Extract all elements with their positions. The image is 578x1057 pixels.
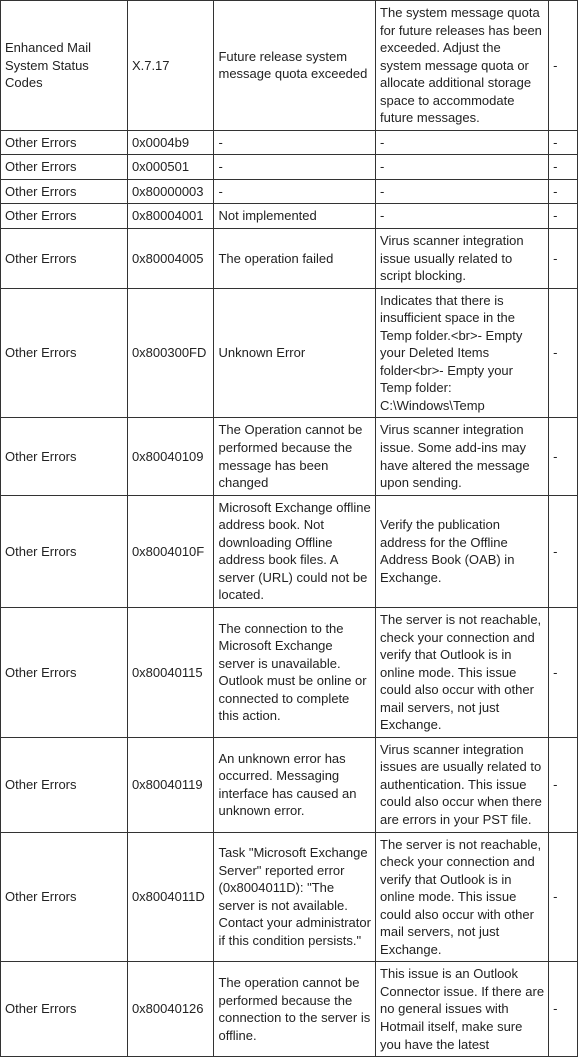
cell-category: Other Errors (1, 130, 128, 155)
cell-code: 0x0004b9 (127, 130, 214, 155)
cell-message: The connection to the Microsoft Exchange… (214, 607, 376, 737)
cell-extra: - (549, 1, 578, 131)
cell-description: Virus scanner integration issues are usu… (376, 737, 549, 832)
cell-code: X.7.17 (127, 1, 214, 131)
cell-category: Other Errors (1, 155, 128, 180)
cell-extra: - (549, 288, 578, 418)
cell-description: - (376, 155, 549, 180)
cell-description: The server is not reachable, check your … (376, 832, 549, 962)
cell-message: An unknown error has occurred. Messaging… (214, 737, 376, 832)
table-row: Other Errors 0x80040119 An unknown error… (1, 737, 578, 832)
cell-message: The Operation cannot be performed becaus… (214, 418, 376, 495)
cell-message: Unknown Error (214, 288, 376, 418)
cell-extra: - (549, 962, 578, 1057)
table-row: Other Errors 0x800300FD Unknown Error In… (1, 288, 578, 418)
table-row: Other Errors 0x80040115 The connection t… (1, 607, 578, 737)
cell-category: Other Errors (1, 495, 128, 607)
cell-code: 0x80000003 (127, 179, 214, 204)
table-row: Enhanced Mail System Status Codes X.7.17… (1, 1, 578, 131)
cell-extra: - (549, 607, 578, 737)
cell-description: The server is not reachable, check your … (376, 607, 549, 737)
cell-extra: - (549, 832, 578, 962)
cell-category: Other Errors (1, 288, 128, 418)
cell-message: Not implemented (214, 204, 376, 229)
cell-description: Virus scanner integration issue usually … (376, 229, 549, 289)
cell-extra: - (549, 204, 578, 229)
table-row: Other Errors 0x8004010F Microsoft Exchan… (1, 495, 578, 607)
cell-message: Microsoft Exchange offline address book.… (214, 495, 376, 607)
error-codes-table: Enhanced Mail System Status Codes X.7.17… (0, 0, 578, 1057)
table-row: Other Errors 0x8004011D Task "Microsoft … (1, 832, 578, 962)
cell-description: - (376, 204, 549, 229)
cell-code: 0x80004001 (127, 204, 214, 229)
cell-category: Other Errors (1, 607, 128, 737)
cell-code: 0x8004010F (127, 495, 214, 607)
cell-extra: - (549, 229, 578, 289)
cell-extra: - (549, 179, 578, 204)
cell-extra: - (549, 418, 578, 495)
cell-code: 0x000501 (127, 155, 214, 180)
cell-category: Other Errors (1, 229, 128, 289)
table-body: Enhanced Mail System Status Codes X.7.17… (1, 1, 578, 1057)
cell-category: Other Errors (1, 832, 128, 962)
cell-category: Other Errors (1, 204, 128, 229)
table-row: Other Errors 0x0004b9 - - - (1, 130, 578, 155)
cell-code: 0x800300FD (127, 288, 214, 418)
cell-extra: - (549, 495, 578, 607)
cell-category: Other Errors (1, 418, 128, 495)
cell-description: The system message quota for future rele… (376, 1, 549, 131)
cell-message: - (214, 179, 376, 204)
cell-description: Verify the publication address for the O… (376, 495, 549, 607)
cell-description: This issue is an Outlook Connector issue… (376, 962, 549, 1057)
cell-message: Task "Microsoft Exchange Server" reporte… (214, 832, 376, 962)
cell-category: Other Errors (1, 962, 128, 1057)
table-row: Other Errors 0x80040126 The operation ca… (1, 962, 578, 1057)
cell-message: The operation failed (214, 229, 376, 289)
cell-category: Enhanced Mail System Status Codes (1, 1, 128, 131)
cell-description: Virus scanner integration issue. Some ad… (376, 418, 549, 495)
table-row: Other Errors 0x80040109 The Operation ca… (1, 418, 578, 495)
cell-category: Other Errors (1, 737, 128, 832)
table-row: Other Errors 0x80004001 Not implemented … (1, 204, 578, 229)
cell-category: Other Errors (1, 179, 128, 204)
cell-description: - (376, 130, 549, 155)
cell-message: The operation cannot be performed becaus… (214, 962, 376, 1057)
cell-code: 0x80040115 (127, 607, 214, 737)
cell-message: - (214, 155, 376, 180)
cell-message: - (214, 130, 376, 155)
cell-description: Indicates that there is insufficient spa… (376, 288, 549, 418)
cell-code: 0x80004005 (127, 229, 214, 289)
cell-code: 0x80040109 (127, 418, 214, 495)
cell-extra: - (549, 130, 578, 155)
cell-extra: - (549, 737, 578, 832)
cell-code: 0x8004011D (127, 832, 214, 962)
cell-code: 0x80040126 (127, 962, 214, 1057)
table-row: Other Errors 0x000501 - - - (1, 155, 578, 180)
cell-extra: - (549, 155, 578, 180)
cell-description: - (376, 179, 549, 204)
table-row: Other Errors 0x80000003 - - - (1, 179, 578, 204)
cell-message: Future release system message quota exce… (214, 1, 376, 131)
cell-code: 0x80040119 (127, 737, 214, 832)
table-row: Other Errors 0x80004005 The operation fa… (1, 229, 578, 289)
